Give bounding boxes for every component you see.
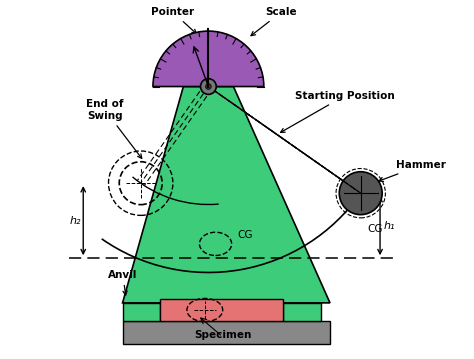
Text: CG: CG (237, 230, 253, 240)
Bar (160, 299, 283, 321)
Circle shape (339, 172, 382, 215)
Circle shape (201, 79, 216, 94)
Text: h₁: h₁ (383, 221, 395, 231)
Text: Anvil: Anvil (108, 270, 137, 295)
Polygon shape (203, 83, 366, 197)
Wedge shape (153, 31, 264, 87)
Text: Specimen: Specimen (194, 330, 251, 340)
Text: Scale: Scale (251, 7, 297, 36)
Circle shape (206, 84, 211, 89)
Polygon shape (123, 87, 330, 303)
Bar (123, 321, 330, 344)
Text: Pointer: Pointer (151, 7, 196, 34)
Text: h₂: h₂ (70, 216, 82, 226)
Text: End of
Swing: End of Swing (86, 99, 142, 158)
Text: Starting Position: Starting Position (281, 91, 394, 132)
Text: Hammer: Hammer (379, 160, 447, 182)
Bar (123, 303, 160, 321)
Text: CG: CG (368, 224, 383, 234)
Bar (283, 303, 321, 321)
